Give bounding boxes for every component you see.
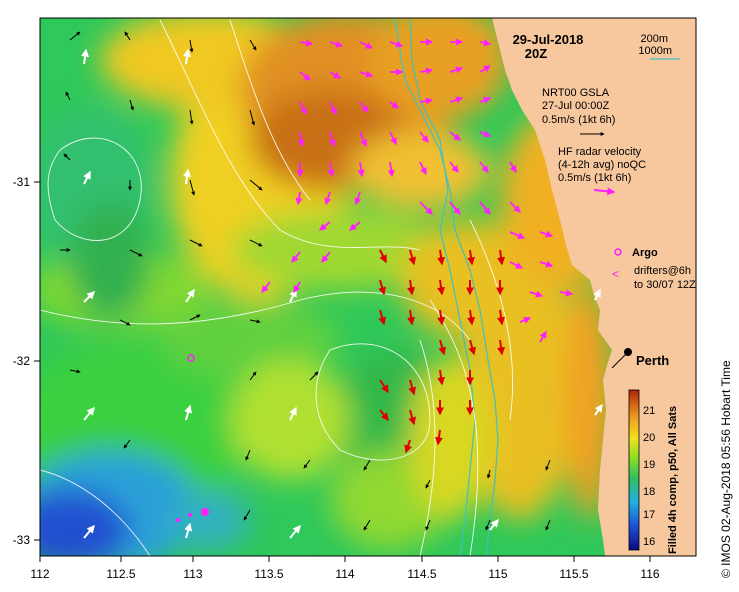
cbar-tick-20: 20 — [643, 432, 655, 444]
drifter-vectors-white — [81, 48, 603, 539]
cbar-tick-17: 17 — [643, 509, 655, 521]
isobath-legend-200m: 200m — [640, 33, 668, 45]
cbar-tick-21: 21 — [643, 405, 655, 417]
cbar-tick-18: 18 — [643, 486, 655, 498]
x-tick-114-5: 114.5 — [407, 567, 436, 581]
legend-drifters-1: drifters@6h — [634, 265, 691, 277]
colorbar — [628, 389, 640, 551]
cbar-tick-16: 16 — [643, 536, 655, 548]
hf-radar-vectors — [261, 38, 574, 343]
cbar-tick-19: 19 — [643, 459, 655, 471]
sst-field — [40, 18, 696, 556]
legend-argo: Argo — [632, 247, 658, 259]
copyright-timestamp: © IMOS 02-Aug-2018 05:56 Hobart Time — [719, 360, 733, 578]
x-tick-116: 116 — [640, 567, 659, 581]
isobath-legend-1000m: 1000m — [638, 45, 672, 57]
y-tick-33: -33 — [13, 533, 31, 547]
x-tick-labels: 112 112.5 113 113.5 114 114.5 115 115.5 … — [30, 567, 659, 581]
legend-drifters-2: to 30/07 12Z — [634, 279, 696, 291]
hf-radar-vectors-red — [378, 249, 506, 454]
y-tick-31: -31 — [13, 175, 31, 189]
legend-gsla-scale: 0.5m/s (1kt 6h) — [542, 114, 615, 126]
place-perth: Perth — [636, 353, 669, 368]
argo-float-marker — [187, 354, 195, 362]
isobath-1000m — [409, 19, 476, 556]
legend-radar-sub: (4-12h avg) noQC — [558, 159, 646, 171]
legend-argo-marker — [614, 248, 622, 256]
legend-radar-title: HF radar velocity — [558, 146, 642, 158]
plot-frame — [39, 17, 697, 557]
colorbar-ticks: 21 20 19 18 17 16 — [643, 405, 655, 548]
x-tick-112-5: 112.5 — [106, 567, 135, 581]
legend-radar-scale: 0.5m/s (1kt 6h) — [558, 172, 631, 184]
land-mask — [492, 18, 696, 556]
x-tick-115-5: 115.5 — [559, 567, 588, 581]
x-tick-112: 112 — [30, 567, 49, 581]
y-tick-labels: -31 -32 -33 — [13, 175, 31, 547]
isobath-200m — [394, 19, 499, 556]
x-tick-113-5: 113.5 — [254, 567, 283, 581]
y-tick-32: -32 — [13, 354, 31, 368]
legend-radar-arrow — [593, 187, 616, 196]
colorbar-title: Filled 4h comp, p50, All Sats — [667, 406, 679, 554]
axis-ticks — [34, 181, 651, 562]
x-tick-113: 113 — [183, 567, 202, 581]
map-time: 20Z — [525, 46, 547, 61]
x-tick-114: 114 — [335, 567, 354, 581]
x-tick-115: 115 — [488, 567, 507, 581]
legend-gsla-date: 27-Jul 00:00Z — [542, 100, 610, 112]
gsla-vectors — [60, 31, 551, 531]
legend-drifter-marker: < — [612, 267, 619, 281]
sla-contours — [40, 19, 514, 556]
drifter-track — [176, 508, 209, 522]
map-date: 29-Jul-2018 — [513, 32, 584, 47]
legend-gsla-title: NRT00 GSLA — [542, 87, 610, 99]
